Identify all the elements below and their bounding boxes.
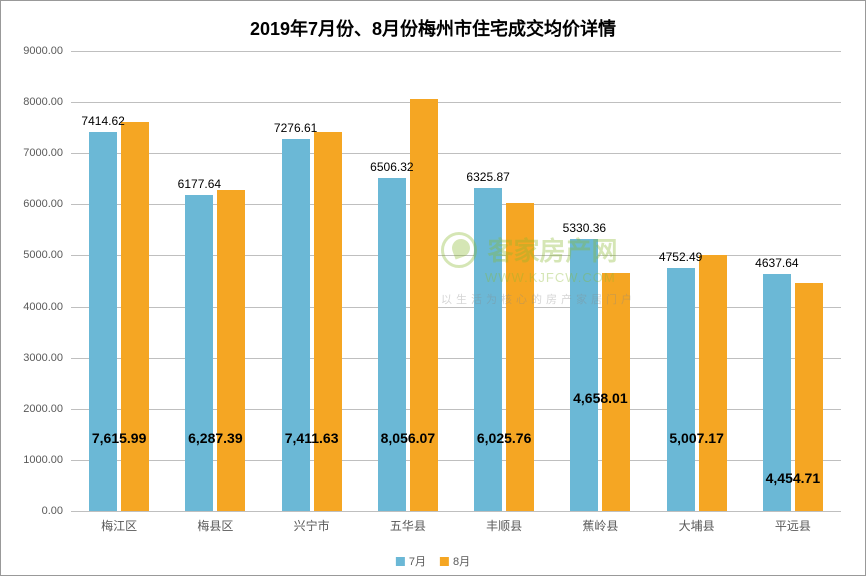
value-label-aug: 7,411.63: [267, 430, 357, 446]
bar-aug: [121, 122, 149, 511]
x-tick-label: 梅县区: [197, 511, 233, 534]
bar-aug: [506, 203, 534, 511]
value-label-jul: 7414.62: [58, 114, 148, 128]
value-label-jul: 6325.87: [443, 170, 533, 184]
x-tick-label: 蕉岭县: [582, 511, 618, 534]
category-group: 7276.617,411.63兴宁市: [264, 51, 360, 511]
legend-item-aug: 8月: [440, 553, 470, 569]
plot-area: 0.001000.002000.003000.004000.005000.006…: [71, 51, 841, 511]
x-tick-label: 五华县: [390, 511, 426, 534]
y-tick-label: 9000.00: [23, 45, 71, 57]
value-label-jul: 7276.61: [251, 121, 341, 135]
x-tick-label: 梅江区: [101, 511, 137, 534]
value-label-jul: 5330.36: [539, 221, 629, 235]
legend-swatch-jul: [396, 557, 405, 566]
bar-jul: [378, 178, 406, 511]
value-label-aug: 4,454.71: [748, 470, 838, 486]
legend: 7月 8月: [396, 553, 470, 569]
value-label-aug: 5,007.17: [652, 430, 742, 446]
x-tick-label: 平远县: [775, 511, 811, 534]
y-tick-label: 8000.00: [23, 96, 71, 108]
legend-swatch-aug: [440, 557, 449, 566]
chart-title: 2019年7月份、8月份梅州市住宅成交均价详情: [1, 1, 865, 47]
x-tick-label: 兴宁市: [294, 511, 330, 534]
y-tick-label: 4000.00: [23, 301, 71, 313]
bar-aug: [699, 255, 727, 511]
value-label-jul: 6506.32: [347, 160, 437, 174]
y-tick-label: 1000.00: [23, 454, 71, 466]
legend-label-aug: 8月: [453, 553, 470, 569]
category-group: 5330.364,658.01蕉岭县: [552, 51, 648, 511]
y-tick-label: 3000.00: [23, 352, 71, 364]
y-tick-label: 2000.00: [23, 403, 71, 415]
value-label-jul: 6177.64: [154, 177, 244, 191]
y-tick-label: 7000.00: [23, 147, 71, 159]
value-label-jul: 4752.49: [636, 250, 726, 264]
x-tick-label: 大埔县: [679, 511, 715, 534]
category-group: 4637.644,454.71平远县: [745, 51, 841, 511]
y-tick-label: 5000.00: [23, 249, 71, 261]
value-label-aug: 7,615.99: [74, 430, 164, 446]
grid-line: 0.00: [71, 511, 841, 512]
chart-container: 2019年7月份、8月份梅州市住宅成交均价详情 0.001000.002000.…: [0, 0, 866, 576]
category-group: 4752.495,007.17大埔县: [649, 51, 745, 511]
bar-jul: [570, 239, 598, 511]
bar-jul: [282, 139, 310, 511]
value-label-jul: 4637.64: [732, 256, 822, 270]
bar-jul: [474, 188, 502, 511]
value-label-aug: 4,658.01: [555, 390, 645, 406]
legend-item-jul: 7月: [396, 553, 426, 569]
bar-jul: [89, 132, 117, 511]
y-tick-label: 0.00: [42, 505, 71, 517]
category-group: 7414.627,615.99梅江区: [71, 51, 167, 511]
bars-row: 7414.627,615.99梅江区6177.646,287.39梅县区7276…: [71, 51, 841, 511]
category-group: 6506.328,056.07五华县: [360, 51, 456, 511]
bar-aug: [217, 190, 245, 511]
y-tick-label: 6000.00: [23, 198, 71, 210]
value-label-aug: 6,025.76: [459, 430, 549, 446]
bar-jul: [667, 268, 695, 511]
category-group: 6325.876,025.76丰顺县: [456, 51, 552, 511]
bar-jul: [185, 195, 213, 511]
value-label-aug: 6,287.39: [170, 430, 260, 446]
x-tick-label: 丰顺县: [486, 511, 522, 534]
legend-label-jul: 7月: [409, 553, 426, 569]
category-group: 6177.646,287.39梅县区: [167, 51, 263, 511]
bar-aug: [314, 132, 342, 511]
value-label-aug: 8,056.07: [363, 430, 453, 446]
